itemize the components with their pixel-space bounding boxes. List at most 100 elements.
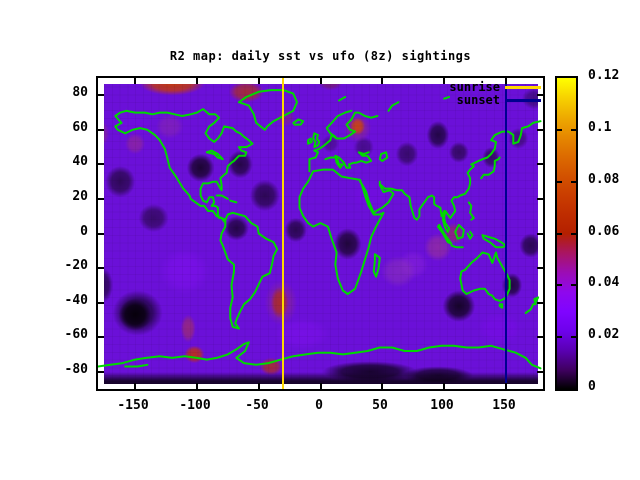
x-tick (196, 383, 198, 389)
x-tick-label: -150 (117, 398, 149, 413)
y-tick (98, 163, 104, 165)
coastline (292, 118, 305, 126)
y-tick-label: 60 (72, 120, 88, 135)
coastline (325, 109, 353, 138)
y-tick-label: 0 (80, 224, 88, 239)
y-tick-label: -60 (64, 327, 88, 342)
coastline (454, 223, 465, 240)
coastline (312, 132, 321, 149)
x-tick (258, 78, 260, 84)
coastline-overlay (98, 89, 542, 370)
x-tick-label: 50 (372, 398, 388, 413)
x-tick-label: -100 (179, 398, 211, 413)
y-tick-label: 80 (72, 85, 88, 100)
coastline (372, 253, 381, 278)
sunset-line (505, 78, 507, 389)
colorbar-tick (557, 181, 562, 183)
y-tick (98, 336, 104, 338)
y-tick (537, 267, 543, 269)
colorbar-tick-label: 0 (588, 379, 596, 394)
x-tick-label: 150 (492, 398, 516, 413)
y-tick (537, 198, 543, 200)
coastline (215, 194, 229, 200)
x-tick (443, 383, 445, 389)
x-tick-label: 100 (430, 398, 454, 413)
colorbar-tick (571, 181, 576, 183)
legend-item-sunset: sunset (449, 94, 541, 107)
y-tick (537, 94, 543, 96)
x-tick (443, 78, 445, 84)
x-tick (381, 383, 383, 389)
colorbar-tick (557, 129, 562, 131)
y-tick-label: 20 (72, 189, 88, 204)
coastline (124, 363, 149, 368)
colorbar-tick-label: 0.1 (588, 120, 612, 135)
y-tick (98, 233, 104, 235)
x-tick (196, 78, 198, 84)
sunrise-line (282, 78, 284, 389)
x-tick (505, 383, 507, 389)
y-tick (98, 302, 104, 304)
coastline (237, 89, 298, 131)
colorbar-tick-label: 0.02 (588, 327, 620, 342)
legend-label-sunset: sunset (456, 93, 500, 107)
colorbar-tick (571, 284, 576, 286)
coastline (324, 151, 373, 169)
legend-sample-sunrise (505, 86, 541, 89)
coastline (338, 96, 347, 102)
y-tick (537, 129, 543, 131)
coastline (498, 303, 504, 309)
coastline (467, 201, 475, 221)
colorbar-tick-label: 0.06 (588, 224, 620, 239)
coastline (378, 151, 389, 162)
legend-sample-sunset (505, 99, 541, 102)
coastline (443, 96, 451, 100)
colorbar-tick (557, 284, 562, 286)
plot-area: sunrise sunset (96, 76, 545, 391)
coastline (450, 244, 464, 249)
coastline (219, 211, 279, 330)
colorbar-tick (557, 233, 562, 235)
coastline (114, 108, 254, 223)
coastline (459, 251, 511, 302)
colorbar-tick-label: 0.08 (588, 172, 620, 187)
y-tick (98, 198, 104, 200)
coastline (205, 149, 224, 161)
x-tick-label: -50 (245, 398, 269, 413)
colorbar-tick-label: 0.12 (588, 68, 620, 83)
colorbar (555, 76, 578, 391)
chart-title: R2 map: daily sst vs ufo (8z) sightings (169, 49, 472, 63)
colorbar-tick (571, 336, 576, 338)
coastline (481, 234, 507, 249)
y-tick (537, 371, 543, 373)
y-tick (537, 302, 543, 304)
y-tick-label: -20 (64, 258, 88, 273)
y-tick-label: -40 (64, 293, 88, 308)
y-tick (537, 163, 543, 165)
y-tick (98, 94, 104, 96)
coastline (308, 111, 379, 173)
colorbar-tick (571, 129, 576, 131)
y-tick (537, 336, 543, 338)
x-tick (320, 383, 322, 389)
coastline (387, 101, 400, 112)
coastline (380, 120, 542, 233)
x-tick (320, 78, 322, 84)
x-tick-label: 0 (315, 398, 323, 413)
coastline (98, 341, 542, 370)
coastline (480, 156, 501, 180)
coastline (359, 180, 395, 214)
y-tick (98, 267, 104, 269)
x-tick (505, 78, 507, 84)
x-tick (258, 383, 260, 389)
y-tick-label: 40 (72, 154, 88, 169)
coastline (229, 199, 238, 204)
legend-label-sunrise: sunrise (449, 80, 500, 94)
colorbar-tick-label: 0.04 (588, 275, 620, 290)
x-tick (381, 78, 383, 84)
coastline (307, 137, 313, 145)
colorbar-tick (571, 233, 576, 235)
x-tick (134, 78, 136, 84)
legend-item-sunrise: sunrise (449, 81, 541, 94)
